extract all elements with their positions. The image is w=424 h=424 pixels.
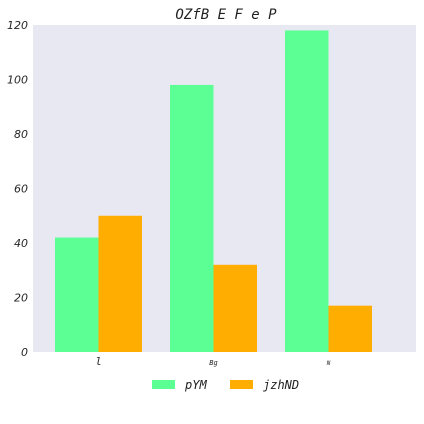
bar-jzhND-Bg: [213, 264, 257, 352]
y-tick-label: 40: [14, 237, 28, 250]
y-tick-label: 20: [14, 292, 28, 305]
legend-label-jzhND: jzhND: [263, 378, 299, 392]
bar-jzhND-N: [328, 305, 372, 352]
bar-pYM-l: [55, 237, 99, 352]
bars-layer: [55, 30, 372, 352]
legend-swatch-jzhND: [230, 380, 253, 389]
x-tick-label: Bg: [209, 359, 217, 367]
legend-label-pYM: pYM: [184, 378, 207, 392]
y-tick-label: 120: [7, 19, 28, 32]
y-tick-label: 60: [14, 183, 28, 196]
bar-jzhND-l: [98, 215, 142, 352]
x-axis-ticks: l Bg N: [95, 355, 331, 368]
y-tick-label: 0: [21, 346, 28, 359]
y-axis-ticks: 0 20 40 60 80 100 120: [7, 19, 28, 359]
legend-swatch-pYM: [152, 380, 175, 389]
y-tick-label: 80: [14, 128, 28, 141]
y-tick-label: 100: [7, 74, 28, 87]
x-tick-label: N: [326, 360, 331, 367]
bar-pYM-Bg: [170, 84, 214, 352]
chart-title: OZfB E F e P: [175, 7, 277, 23]
x-tick-label: l: [95, 355, 102, 368]
bar-pYM-N: [285, 30, 329, 352]
legend: pYM jzhND: [152, 378, 299, 392]
